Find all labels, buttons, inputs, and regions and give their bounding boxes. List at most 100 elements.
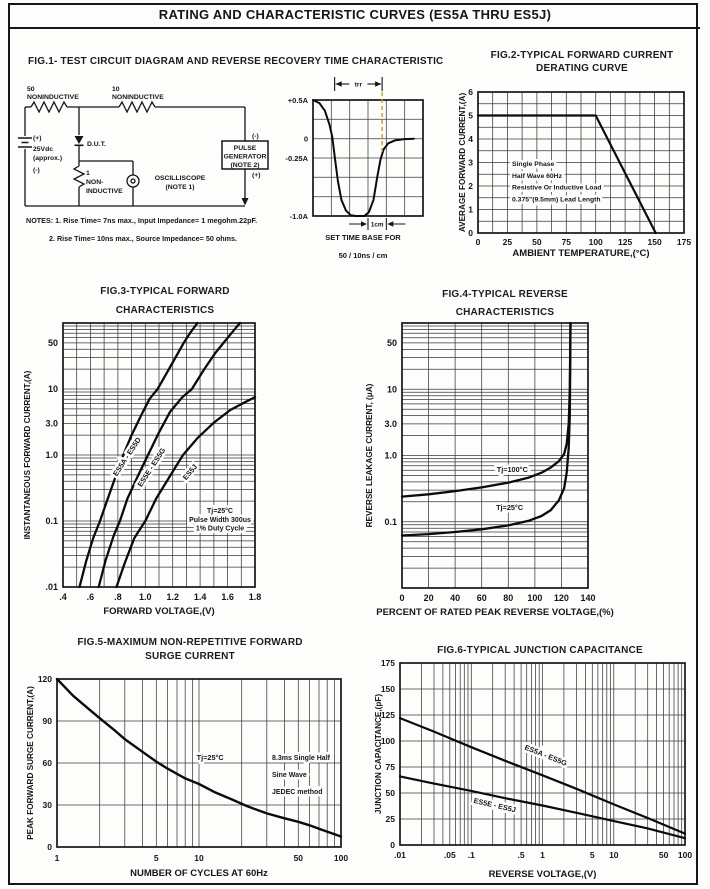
resistor-10-zigzag xyxy=(118,100,156,114)
svg-text:5: 5 xyxy=(154,853,159,863)
svg-text:50: 50 xyxy=(659,850,669,860)
svg-text:2: 2 xyxy=(468,181,473,191)
curve-es5e-es5j xyxy=(398,775,687,840)
svg-text:.4: .4 xyxy=(59,592,67,602)
battery-icon xyxy=(18,137,32,148)
svg-text:0.1: 0.1 xyxy=(384,517,397,527)
plot-note-line: Single Phase xyxy=(512,161,555,168)
plot-border xyxy=(56,678,342,848)
dut-label: D.U.T. xyxy=(87,141,106,148)
r3-line2: INDUCTIVE xyxy=(86,188,123,195)
x-axis-title: FORWARD VOLTAGE,(V) xyxy=(103,606,214,617)
y-axis-title: PEAK FORWARD SURGE CURRENT,(A) xyxy=(26,686,35,840)
ground-arrow-icon xyxy=(241,198,249,206)
page-title: RATING AND CHARACTERISTIC CURVES (ES5A T… xyxy=(10,5,700,29)
fig3-forward-characteristics-chart: .4 .6 .8 1.0 1.2 1.4 1.6 1.8 50 10 3.0 1.0 0.1 .01 FOR… xyxy=(23,321,261,617)
pulse-generator-box xyxy=(221,140,269,170)
plot-note-line: 8.3ms Single Half xyxy=(272,755,331,762)
svg-text:175: 175 xyxy=(381,658,395,668)
curve-label: ES5E - ES5G xyxy=(135,446,167,489)
fig5-title: FIG.5-MAXIMUM NON-REPETITIVE FORWARD SUR… xyxy=(25,636,355,663)
plot-border xyxy=(62,322,256,588)
svg-text:0: 0 xyxy=(47,842,52,852)
svg-text:90: 90 xyxy=(43,716,53,726)
svg-text:6: 6 xyxy=(468,87,473,97)
plot-border xyxy=(477,91,685,234)
x-axis-title: REVERSE VOLTAGE,(V) xyxy=(489,869,597,880)
svg-text:1: 1 xyxy=(540,850,545,860)
oscilloscope-note: (NOTE 1) xyxy=(165,184,194,191)
svg-text:0.1: 0.1 xyxy=(45,516,58,526)
svg-text:25: 25 xyxy=(386,814,396,824)
plot-note-line: Pulse Width 300us xyxy=(189,517,251,524)
svg-text:30: 30 xyxy=(43,800,53,810)
r2-type: NONINDUCTIVE xyxy=(112,94,164,101)
svg-text:.01: .01 xyxy=(394,850,406,860)
fig4-title-line1: FIG.4-TYPICAL REVERSE xyxy=(442,289,568,300)
circuit-symbols xyxy=(74,136,249,206)
pulse-gen-line1: PULSE xyxy=(234,145,257,152)
svg-text:5: 5 xyxy=(468,111,473,121)
svg-text:3.0: 3.0 xyxy=(384,419,397,429)
one-cm-label: 1cm xyxy=(371,222,384,229)
trr-label: trr xyxy=(355,82,363,89)
plot-note-line: 1% Duty Cycle xyxy=(196,526,244,533)
r2-value: 10 xyxy=(112,86,120,93)
fig5-surge-current-chart: 1 5 10 50 100 0 30 60 90 120 NUMBER OF CYCLES AT 6… xyxy=(26,674,349,879)
plot-note-line: Resistive Or Inductive Load xyxy=(512,185,602,192)
x-axis-title: NUMBER OF CYCLES AT 60Hz xyxy=(130,868,268,879)
svg-text:100: 100 xyxy=(589,237,603,247)
source-plus: (+) xyxy=(33,135,42,142)
plot-label: Tj=25°C xyxy=(197,753,225,762)
svg-text:.8: .8 xyxy=(114,592,122,602)
svg-text:125: 125 xyxy=(618,237,632,247)
curve-es5a-es5g xyxy=(398,716,687,835)
circuit-labels: 50 NONINDUCTIVE 10 NONINDUCTIVE (+) 25Vd… xyxy=(27,86,266,195)
svg-text:1.0: 1.0 xyxy=(139,592,152,602)
fig4-title-line2: CHARACTERISTICS xyxy=(455,307,555,318)
x-axis-title: AMBIENT TEMPERATURE,(°C) xyxy=(512,248,649,259)
svg-text:0: 0 xyxy=(390,840,395,850)
svg-text:+0.5A: +0.5A xyxy=(288,96,309,105)
fig1-test-circuit-diagram: 50 NONINDUCTIVE 10 NONINDUCTIVE (+) 25Vd… xyxy=(18,86,269,207)
plot-note-line: Sine Wave xyxy=(272,772,307,779)
svg-text:40: 40 xyxy=(450,593,460,603)
fig1-note2: 2. Rise Time= 10ns max., Source Impedanc… xyxy=(49,234,238,243)
fig2-derating-chart: 0 25 50 75 100 125 150 175 0 1 2 3 4 5 6 AMBIENT TEMPER… xyxy=(458,87,691,259)
fig4-title: FIG.4-TYPICAL REVERSE CHARACTERISTICS xyxy=(360,286,650,322)
oscilloscope-icon xyxy=(126,174,140,188)
r1-type: NONINDUCTIVE xyxy=(27,94,79,101)
svg-text:0: 0 xyxy=(476,237,481,247)
svg-text:60: 60 xyxy=(43,758,53,768)
plot-border xyxy=(401,322,589,589)
fig1-title: FIG.1- TEST CIRCUIT DIAGRAM AND REVERSE … xyxy=(28,56,444,67)
fig1-recovery-waveform-chart: SET TIME BASE FOR 50 / 10ns / cm +0.5A 0 -… xyxy=(285,77,424,260)
svg-text:1.0: 1.0 xyxy=(384,451,397,461)
source-approx: (approx.) xyxy=(33,155,62,162)
svg-text:10: 10 xyxy=(48,384,58,394)
svg-text:140: 140 xyxy=(580,593,595,603)
plot-border xyxy=(312,99,424,217)
resistor-50-zigzag xyxy=(30,100,68,114)
diode-icon xyxy=(74,136,84,144)
svg-text:100: 100 xyxy=(678,850,692,860)
pulse-gen-line3: (NOTE 2) xyxy=(230,162,259,169)
svg-text:3: 3 xyxy=(468,158,473,168)
source-value: 25Vdc xyxy=(33,146,53,153)
svg-text:1.6: 1.6 xyxy=(221,592,234,602)
svg-text:.5: .5 xyxy=(518,850,525,860)
svg-text:125: 125 xyxy=(381,710,395,720)
svg-text:.05: .05 xyxy=(444,850,456,860)
plot-note-line: JEDEC method xyxy=(272,789,323,796)
resistor-1-zigzag xyxy=(72,165,86,188)
svg-text:.1: .1 xyxy=(468,850,475,860)
curve-surge-current xyxy=(55,677,343,838)
y-axis-title: REVERSE LEAKAGE CURRENT, (μA) xyxy=(365,383,374,527)
curve-es5j xyxy=(115,396,257,589)
svg-text:50: 50 xyxy=(48,338,58,348)
plot-note-line: Half Wave 60Hz xyxy=(512,173,563,180)
grid-lines xyxy=(399,662,686,846)
tick-labels: 1 5 10 50 100 0 30 60 90 120 xyxy=(38,674,349,863)
svg-text:175: 175 xyxy=(677,237,691,247)
